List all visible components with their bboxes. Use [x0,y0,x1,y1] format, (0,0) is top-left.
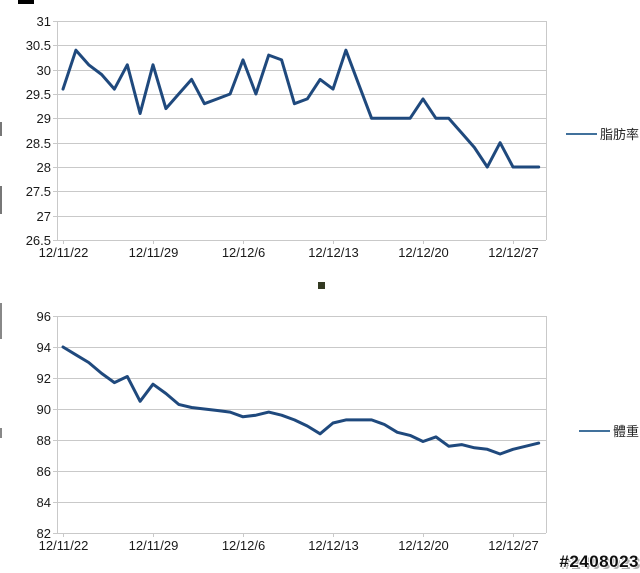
body-fat-percentage-chart: 31 30.5 30 29.5 29 28.5 28 27.5 27 26.512/11/22 12… [26,14,547,260]
y-tick-label: 30.5 [26,38,51,53]
artifact-left-edge-2 [0,186,2,214]
x-tick-label: 12/11/29 [129,538,179,553]
y-tick-label: 29.5 [26,87,51,102]
legend-line-icon [578,429,610,432]
y-tick-label: 28 [37,160,51,175]
y-tick-label: 82 [37,526,51,541]
y-tick-label: 86 [37,464,51,479]
y-tick-label: 96 [37,309,51,324]
y-tick-label: 90 [37,402,51,417]
legend-fat-rate: 脂肪率 [565,124,640,143]
y-tick-label: 29 [37,111,51,126]
x-tick-label: 12/12/27 [488,245,539,260]
x-tick-label: 12/12/20 [398,538,449,553]
y-tick-label: 31 [37,14,51,29]
x-tick-label: 12/11/22 [39,538,89,553]
y-tick-label: 84 [37,495,51,510]
y-tick-label: 88 [37,433,51,448]
x-tick-label: 12/11/22 [39,245,89,260]
artifact-left-edge-3 [0,303,2,339]
x-tick-label: 12/12/6 [222,538,265,553]
x-tick-label: 12/12/13 [308,538,359,553]
y-tick-label: 28.5 [26,136,51,151]
watermark: #2408023 [559,552,639,571]
x-tick-label: 12/12/27 [488,538,539,553]
body-weight-series-line [61,345,541,456]
y-tick-label: 27.5 [26,184,51,199]
artifact-square [318,282,325,289]
y-tick-label: 92 [37,371,51,386]
y-tick-label: 27 [37,209,51,224]
artifact-left-edge-1 [0,122,2,136]
y-tick-label: 94 [37,340,51,355]
artifact-left-edge-4 [0,428,2,438]
x-tick-label: 12/12/13 [308,245,359,260]
x-tick-label: 12/12/6 [222,245,265,260]
y-tick-label: 30 [37,63,51,78]
legend-line-icon [565,132,597,135]
legend-weight-label: 體重 [612,424,639,439]
legend-weight: 體重 [578,421,640,440]
x-tick-label: 12/11/29 [129,245,179,260]
x-tick-label: 12/12/20 [398,245,449,260]
legend-fat-rate-label: 脂肪率 [599,127,639,142]
y-tick-label: 26.5 [26,233,51,248]
artifact-top-bar [18,0,34,4]
body-fat-percentage-series-line [61,48,541,169]
